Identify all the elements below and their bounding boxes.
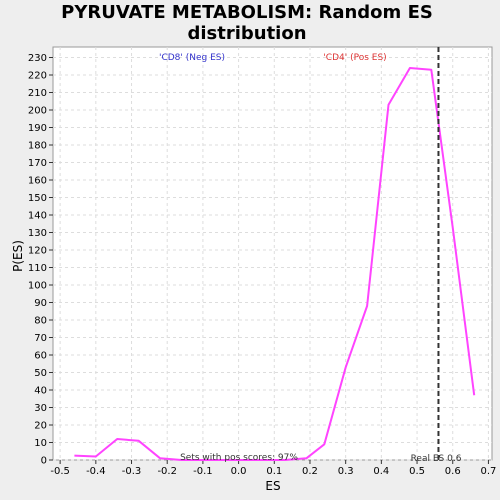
pos-es-label: 'CD4' (Pos ES) xyxy=(323,53,386,63)
y-tick-label: 170 xyxy=(28,158,47,169)
y-tick-label: 220 xyxy=(28,71,47,82)
x-tick-label: 0.4 xyxy=(373,466,389,477)
y-tick-label: 110 xyxy=(28,263,47,274)
plot-area xyxy=(52,46,493,461)
y-tick-label: 190 xyxy=(28,123,47,134)
x-tick-label: 0.6 xyxy=(445,466,461,477)
y-axis-label: P(ES) xyxy=(11,240,25,272)
y-tick-label: 230 xyxy=(28,53,47,64)
y-axis: 0 10 20 30 40 50 60 70 80 90 100 110 120 130 140 150 160… xyxy=(28,53,53,467)
x-tick-label: 0.7 xyxy=(480,466,496,477)
y-tick-label: 60 xyxy=(34,351,47,362)
x-tick-label: 0.3 xyxy=(338,466,354,477)
x-tick-label: -0.2 xyxy=(157,466,177,477)
y-tick-label: 0 xyxy=(41,456,47,467)
y-tick-label: 10 xyxy=(34,438,47,449)
y-tick-label: 50 xyxy=(34,368,47,379)
y-tick-label: 180 xyxy=(28,141,47,152)
y-tick-label: 120 xyxy=(28,246,47,257)
y-tick-label: 140 xyxy=(28,211,47,222)
y-tick-label: 40 xyxy=(34,386,47,397)
y-tick-label: 30 xyxy=(34,403,47,414)
x-tick-label: -0.3 xyxy=(122,466,142,477)
x-tick-label: 0.1 xyxy=(266,466,282,477)
real-es-label: Real ES 0.6 xyxy=(411,454,462,464)
chart-title: PYRUVATE METABOLISM: Random ES distribut… xyxy=(61,2,433,44)
x-tick-label: 0.2 xyxy=(302,466,318,477)
y-tick-label: 100 xyxy=(28,281,47,292)
y-tick-label: 150 xyxy=(28,193,47,204)
x-axis: -0.5 -0.4 -0.3 -0.2 -0.1 0.0 0.1 0.2 0.3 0.4 0.5 0.… xyxy=(50,460,496,477)
x-tick-label: -0.5 xyxy=(50,466,70,477)
y-tick-label: 160 xyxy=(28,176,47,187)
series-line xyxy=(74,67,476,461)
y-tick-label: 20 xyxy=(34,421,47,432)
y-tick-label: 130 xyxy=(28,228,47,239)
pos-scores-annotation: Sets with pos scores: 97% xyxy=(180,453,298,463)
neg-es-label: 'CD8' (Neg ES) xyxy=(159,53,225,63)
y-tick-label: 80 xyxy=(34,316,47,327)
grid xyxy=(53,47,492,461)
y-tick-label: 90 xyxy=(34,298,47,309)
x-tick-label: 0.5 xyxy=(409,466,425,477)
x-tick-label: 0.0 xyxy=(231,466,247,477)
x-tick-label: -0.4 xyxy=(86,466,106,477)
y-tick-label: 210 xyxy=(28,88,47,99)
y-tick-label: 200 xyxy=(28,106,47,117)
x-axis-label: ES xyxy=(265,479,280,493)
x-tick-label: -0.1 xyxy=(193,466,213,477)
y-tick-label: 70 xyxy=(34,333,47,344)
